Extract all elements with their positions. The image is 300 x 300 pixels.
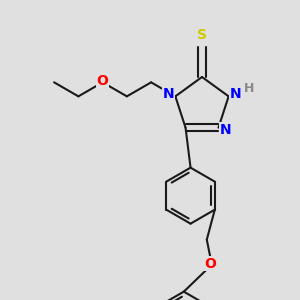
Text: N: N <box>220 123 231 137</box>
Text: H: H <box>243 82 254 95</box>
Text: N: N <box>163 87 174 101</box>
Text: O: O <box>97 74 109 88</box>
Text: S: S <box>197 28 207 42</box>
Text: N: N <box>230 87 242 101</box>
Text: O: O <box>204 257 216 271</box>
